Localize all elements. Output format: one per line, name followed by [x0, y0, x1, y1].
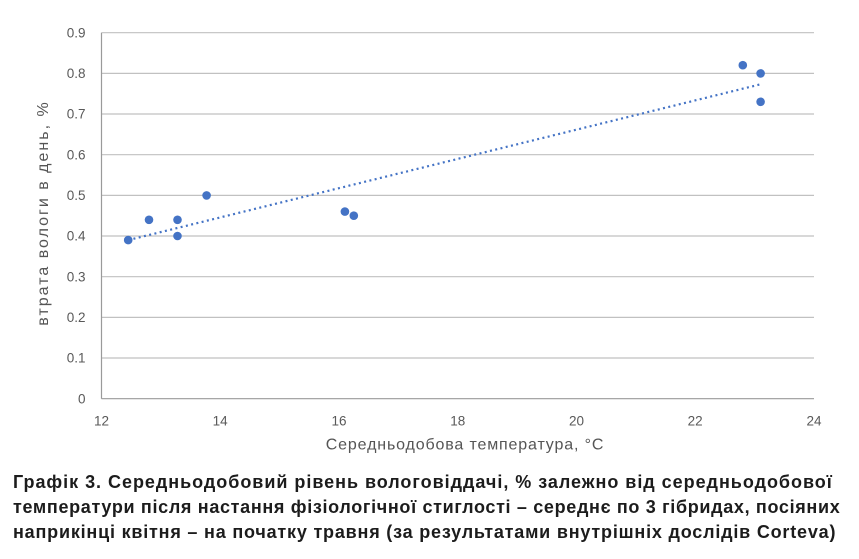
svg-text:0.2: 0.2	[67, 310, 86, 325]
svg-text:0.7: 0.7	[67, 107, 86, 122]
svg-text:0.9: 0.9	[67, 25, 86, 40]
svg-text:14: 14	[213, 414, 229, 429]
svg-text:Середньодобова температура, °С: Середньодобова температура, °С	[326, 437, 604, 454]
svg-text:18: 18	[450, 414, 465, 429]
svg-text:0: 0	[78, 391, 86, 406]
svg-text:втрата вологи в день, %: втрата вологи в день, %	[35, 100, 52, 325]
svg-text:20: 20	[569, 414, 584, 429]
svg-text:0.3: 0.3	[67, 269, 86, 284]
svg-text:16: 16	[331, 414, 346, 429]
svg-text:22: 22	[688, 414, 703, 429]
svg-text:0.5: 0.5	[67, 188, 86, 203]
svg-text:0.6: 0.6	[67, 147, 86, 162]
svg-text:0.1: 0.1	[67, 351, 86, 366]
svg-text:12: 12	[94, 414, 109, 429]
svg-text:24: 24	[806, 414, 822, 429]
svg-text:0.8: 0.8	[67, 66, 86, 81]
svg-text:0.4: 0.4	[67, 229, 86, 244]
